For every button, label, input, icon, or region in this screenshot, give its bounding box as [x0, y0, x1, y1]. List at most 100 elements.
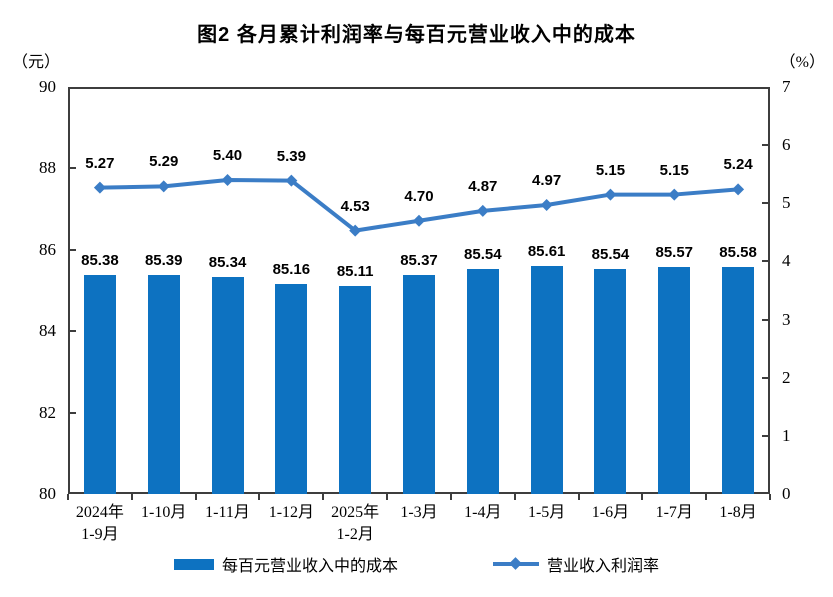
bar-data-label: 85.38 [81, 252, 119, 270]
bar-data-label: 85.57 [655, 244, 694, 262]
line-data-label: 5.15 [659, 161, 689, 179]
right-axis-tick-label: 6 [782, 135, 791, 155]
line-data-label: 4.87 [468, 177, 498, 195]
bar [594, 268, 627, 494]
bar [466, 268, 499, 494]
diamond-marker-icon [157, 180, 170, 193]
x-axis-category-label: 1-8月 [719, 504, 757, 521]
bar-data-label: 85.58 [719, 243, 757, 261]
diamond-marker-icon [221, 174, 234, 187]
diamond-marker-icon [349, 224, 362, 237]
diamond-marker-icon [604, 188, 617, 201]
diamond-marker-icon [509, 557, 522, 570]
x-axis-category-label: 1-10月 [141, 504, 187, 521]
bar [530, 265, 563, 494]
left-axis-tick-label: 80 [39, 484, 56, 503]
right-axis-tick-mark [762, 260, 770, 263]
x-axis-tick-mark [769, 494, 771, 500]
bar [658, 267, 691, 494]
x-axis-category-label: 1-12月 [268, 504, 315, 521]
bar-data-label: 85.54 [591, 245, 630, 263]
left-axis-tick-mark [68, 248, 76, 251]
x-axis-tick-mark [258, 494, 261, 500]
line-data-label: 4.70 [404, 187, 434, 205]
right-axis-tick-mark [762, 318, 770, 321]
right-axis-tick-label: 5 [782, 193, 791, 213]
line-series-swatch [493, 557, 539, 570]
x-axis-category-label: 1-7月 [655, 504, 693, 521]
bar [83, 275, 116, 494]
x-axis-category-label: 1-5月 [527, 504, 566, 521]
right-axis-tick-label: 1 [782, 425, 791, 445]
bar-data-label: 85.11 [336, 263, 374, 281]
bar-data-label: 85.37 [400, 252, 438, 270]
right-axis-tick-label: 7 [782, 77, 791, 96]
line-data-label: 4.97 [532, 172, 562, 190]
legend-item-bar-series: 每百元营业收入中的成本 [173, 552, 398, 576]
bar-data-label: 85.34 [208, 253, 247, 271]
bar [275, 283, 308, 494]
left-axis-tick-mark [68, 330, 76, 333]
left-axis-tick-mark [68, 411, 76, 414]
x-axis-tick-mark [67, 494, 69, 500]
left-axis-unit-label: （元） [12, 54, 61, 71]
diamond-marker-icon [732, 183, 745, 196]
right-axis-tick-mark [762, 202, 770, 205]
x-axis-tick-mark [322, 494, 325, 500]
x-axis-tick-mark [386, 494, 389, 500]
diamond-marker-icon [668, 188, 681, 201]
left-axis-tick-label: 84 [39, 321, 56, 341]
left-axis-tick-mark [68, 167, 76, 170]
legend-item-line-series: 营业收入利润率 [493, 552, 659, 576]
right-axis-tick-label: 3 [782, 309, 791, 329]
line-data-label: 5.39 [276, 147, 306, 165]
right-axis-tick-label: 4 [782, 251, 791, 271]
line-data-label: 5.29 [149, 153, 179, 171]
diamond-marker-icon [285, 174, 298, 187]
bar [147, 274, 180, 494]
line-data-label: 5.27 [85, 154, 115, 172]
line-data-label: 4.53 [340, 197, 370, 215]
x-axis-category-label: 1-4月 [464, 504, 502, 521]
diamond-marker-icon [476, 204, 489, 217]
x-axis-tick-mark [577, 494, 580, 500]
chart-title: 图2 各月累计利润率与每百元营业收入中的成本 [197, 24, 636, 46]
left-axis-tick-label: 82 [39, 402, 56, 422]
x-axis-tick-mark [449, 494, 452, 500]
x-axis-tick-mark [705, 494, 708, 500]
bar [403, 275, 435, 494]
diamond-marker-icon [413, 214, 425, 227]
diamond-marker-icon [540, 199, 553, 212]
right-axis-tick-mark [762, 144, 770, 147]
line-data-label: 5.24 [723, 156, 753, 174]
line-data-label: 5.40 [212, 147, 243, 165]
legend-bar-label: 每百元营业收入中的成本 [221, 558, 398, 575]
x-axis-category-label: 1-6月 [591, 504, 630, 521]
bar-series-swatch [173, 558, 214, 570]
diamond-marker-icon [93, 181, 106, 194]
bar [339, 286, 372, 494]
line-data-label: 5.15 [595, 161, 626, 179]
left-axis-tick-label: 86 [39, 239, 56, 259]
bar [211, 276, 244, 494]
right-axis-unit-label: （%） [779, 54, 825, 71]
left-axis-tick-label: 90 [39, 77, 56, 96]
x-axis-tick-mark [194, 494, 197, 500]
bar-data-label: 85.61 [527, 242, 566, 260]
legend-line-label: 营业收入利润率 [547, 558, 660, 575]
bar-data-label: 85.54 [464, 245, 502, 263]
bar [722, 266, 755, 494]
x-axis-category-label: 2025年 1-2月 [331, 504, 380, 543]
bar-data-label: 85.16 [272, 260, 311, 278]
x-axis-tick-mark [130, 494, 133, 500]
right-axis-tick-mark [762, 376, 770, 379]
x-axis-tick-mark [641, 494, 644, 500]
right-axis-tick-mark [762, 434, 770, 437]
x-axis-category-label: 1-3月 [400, 504, 438, 521]
x-axis-tick-mark [513, 494, 516, 500]
legend: 每百元营业收入中的成本 营业收入利润率 [0, 552, 833, 576]
right-axis-tick-label: 2 [782, 367, 791, 387]
right-axis-tick-label: 0 [782, 484, 791, 503]
